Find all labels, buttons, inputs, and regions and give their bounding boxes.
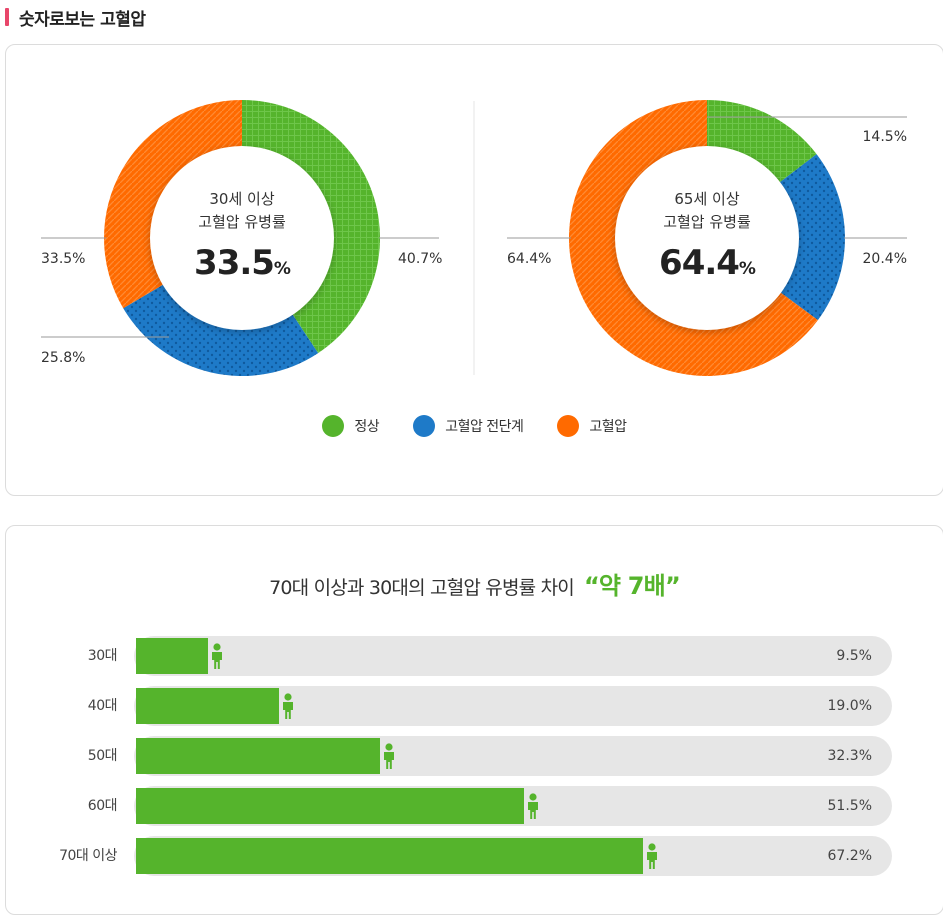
bar-track: 19.0% xyxy=(134,686,892,726)
center-line2: 고혈압 유병률 xyxy=(663,213,751,231)
section-title-text: 숫자로보는 고혈압 xyxy=(19,9,146,30)
legend-label: 고혈압 전단계 xyxy=(445,419,524,435)
bar-row: 70대 이상 67.2% xyxy=(6,836,943,876)
legend-item-hyper: 고혈압 xyxy=(557,415,627,437)
bar-value-label: 67.2% xyxy=(827,848,872,864)
legend-dot-green-icon xyxy=(322,415,345,437)
slice-label: 40.7% xyxy=(398,251,442,267)
center-value: 33.5% xyxy=(194,243,291,283)
comparison-title-text: 70대 이상과 30대의 고혈압 유병률 차이 xyxy=(269,577,575,599)
bar-fill xyxy=(136,788,524,824)
bar-category-label: 50대 xyxy=(87,748,118,764)
bar-category-label: 30대 xyxy=(87,648,118,664)
center-line1: 65세 이상 xyxy=(674,190,739,208)
center-line1: 30세 이상 xyxy=(209,190,274,208)
comparison-title: 70대 이상과 30대의 고혈압 유병률 차이 “약 7배” xyxy=(6,566,943,601)
donut-center xyxy=(615,146,799,330)
bar-row: 40대 19.0% xyxy=(6,686,943,726)
bar-category-label: 60대 xyxy=(87,798,118,814)
bar-row: 50대 32.3% xyxy=(6,736,943,776)
bar-track: 9.5% xyxy=(134,636,892,676)
donut-center xyxy=(150,146,334,330)
section-title: 숫자로보는 고혈압 xyxy=(5,5,146,30)
legend-dot-blue-icon xyxy=(413,415,436,437)
center-value: 64.4% xyxy=(659,243,756,283)
bar-fill xyxy=(136,688,279,724)
bar-fill xyxy=(136,838,643,874)
bar-track: 51.5% xyxy=(134,786,892,826)
center-line2: 고혈압 유병률 xyxy=(198,213,286,231)
bar-fill xyxy=(136,638,208,674)
slice-label: 14.5% xyxy=(863,129,907,145)
person-icon xyxy=(280,693,296,719)
slice-label: 20.4% xyxy=(863,251,907,267)
person-icon xyxy=(525,793,541,819)
bar-track: 32.3% xyxy=(134,736,892,776)
bar-fill xyxy=(136,738,380,774)
person-icon xyxy=(381,743,397,769)
bar-category-label: 40대 xyxy=(87,698,118,714)
bar-track: 67.2% xyxy=(134,836,892,876)
legend-dot-orange-icon xyxy=(557,415,580,437)
age-comparison-card: 70대 이상과 30대의 고혈압 유병률 차이 “약 7배” 30대 9.5% 40대… xyxy=(5,525,943,915)
bar-value-label: 19.0% xyxy=(827,698,872,714)
bar-row: 30대 9.5% xyxy=(6,636,943,676)
legend-item-pre: 고혈압 전단계 xyxy=(413,415,524,437)
slice-label: 64.4% xyxy=(507,251,551,267)
bar-row: 60대 51.5% xyxy=(6,786,943,826)
comparison-highlight: “약 7배” xyxy=(583,572,681,600)
person-icon xyxy=(209,643,225,669)
slice-label: 33.5% xyxy=(41,251,85,267)
legend: 정상 고혈압 전단계 고혈압 xyxy=(6,415,943,437)
legend-label: 고혈압 xyxy=(589,419,627,435)
bar-category-label: 70대 이상 xyxy=(59,848,117,864)
slice-label: 25.8% xyxy=(41,350,85,366)
title-accent-bar xyxy=(5,8,9,26)
legend-item-normal: 정상 xyxy=(322,415,380,437)
person-icon xyxy=(644,843,660,869)
bar-value-label: 51.5% xyxy=(827,798,872,814)
bar-value-label: 9.5% xyxy=(836,648,872,664)
bar-value-label: 32.3% xyxy=(827,748,872,764)
legend-label: 정상 xyxy=(354,419,380,435)
